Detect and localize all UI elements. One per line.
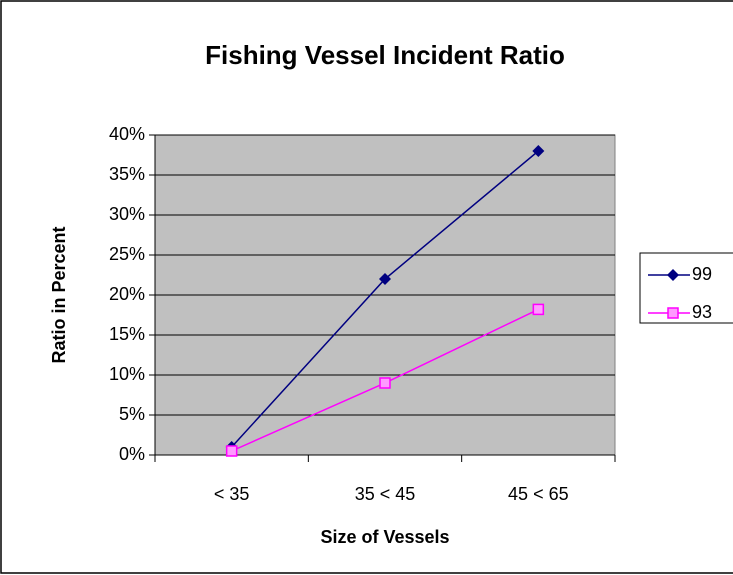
- y-tick-label: 40%: [109, 124, 145, 144]
- x-tick-label: 35 < 45: [355, 484, 416, 504]
- x-tick-label: < 35: [214, 484, 250, 504]
- y-tick-label: 30%: [109, 204, 145, 224]
- y-tick-label: 15%: [109, 324, 145, 344]
- y-tick-label: 35%: [109, 164, 145, 184]
- marker: [532, 145, 545, 157]
- x-tick-label: 45 < 65: [508, 484, 569, 504]
- y-tick-label: 10%: [109, 364, 145, 384]
- y-tick-label: 5%: [119, 404, 145, 424]
- y-tick-label: 0%: [119, 444, 145, 464]
- marker: [379, 273, 391, 285]
- legend-label: 99: [692, 264, 712, 284]
- marker: [225, 445, 238, 457]
- legend-marker: [667, 307, 679, 319]
- legend-marker: [667, 269, 679, 281]
- y-tick-label: 20%: [109, 284, 145, 304]
- x-axis-label: Size of Vessels: [320, 527, 449, 547]
- y-axis-label: Ratio in Percent: [49, 226, 69, 363]
- marker: [532, 303, 545, 316]
- y-tick-label: 25%: [109, 244, 145, 264]
- legend: [639, 252, 733, 324]
- marker: [379, 377, 391, 389]
- chart-title: Fishing Vessel Incident Ratio: [205, 40, 565, 70]
- legend-label: 93: [692, 302, 712, 322]
